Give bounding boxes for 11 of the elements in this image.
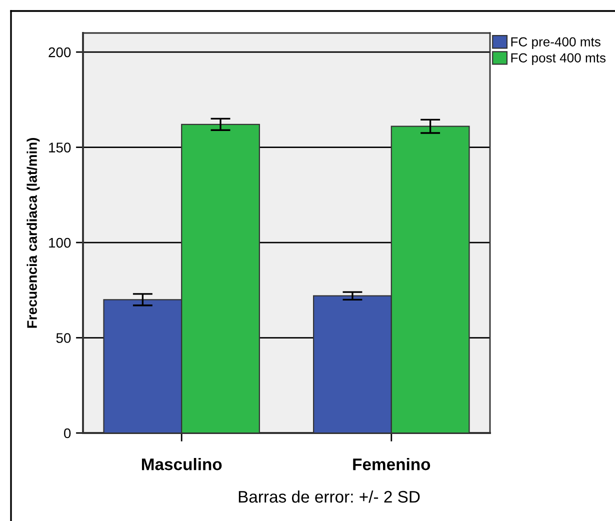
legend-label: FC post 400 mts <box>511 53 606 66</box>
legend-label: FC pre-400 mts <box>511 37 600 50</box>
x-tick-label: Masculino <box>142 458 222 470</box>
x-tick-label: Femenino <box>353 458 430 470</box>
y-axis-title: Frecuencia cardiaca (lat/min) <box>26 138 40 328</box>
y-tick-label: 150 <box>49 142 71 152</box>
y-tick-label: 0 <box>64 428 71 438</box>
y-tick-label: 200 <box>48 47 71 58</box>
y-tick-label: 100 <box>49 238 71 248</box>
text: Barras de error: +/- 2 SD <box>238 490 420 503</box>
y-tick-label: 50 <box>56 333 71 343</box>
